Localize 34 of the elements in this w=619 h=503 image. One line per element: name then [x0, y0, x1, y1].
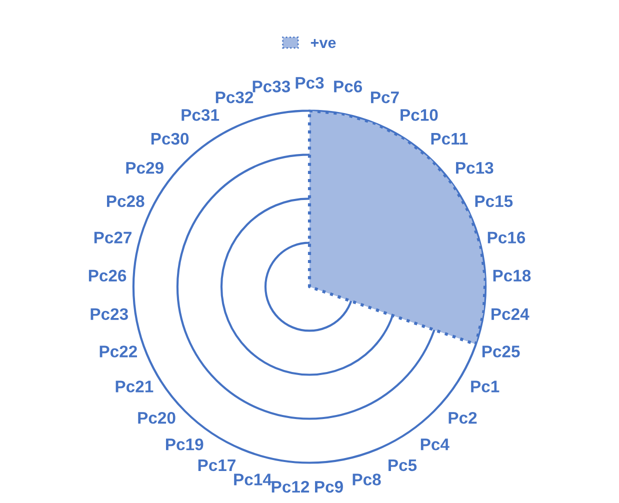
spoke-label: Pc21: [116, 380, 154, 392]
spoke-label: Pc32: [216, 91, 254, 104]
spoke-label: Pc26: [88, 270, 126, 282]
spoke-label: Pc23: [90, 308, 128, 320]
spoke-label: Pc18: [493, 270, 531, 282]
spoke-label: Pc3: [296, 76, 324, 89]
legend-label: +ve: [310, 39, 336, 48]
spoke-label: Pc10: [400, 109, 438, 121]
spoke-label: Pc4: [420, 438, 450, 450]
spoke-label: Pc13: [456, 162, 494, 174]
spoke-label: Pc6: [334, 80, 362, 92]
spoke-label: Pc28: [107, 195, 144, 208]
spoke-label: Pc25: [482, 346, 520, 358]
spoke-label: Pc12: [272, 480, 310, 493]
spoke-label: Pc30: [151, 132, 189, 145]
spoke-label: Pc14: [234, 474, 272, 486]
spoke-label: Pc24: [492, 308, 530, 320]
spoke-label: Pc27: [94, 232, 132, 244]
spoke-label: Pc7: [371, 92, 399, 104]
spoke-label: Pc33: [252, 80, 290, 92]
spoke-label: Pc17: [198, 459, 236, 472]
spoke-label: Pc20: [138, 412, 176, 424]
spoke-label: Pc29: [126, 162, 164, 174]
spoke-label: Pc15: [475, 195, 513, 208]
spoke-label: Pc5: [388, 459, 417, 472]
spoke-label: Pc2: [448, 412, 477, 424]
spoke-label: Pc9: [315, 480, 343, 493]
spoke-label: Pc16: [488, 232, 526, 244]
spoke-label: Pc19: [166, 438, 204, 450]
spoke-label: Pc1: [471, 380, 500, 392]
spoke-label: Pc11: [431, 133, 468, 145]
spoke-label: Pc22: [100, 346, 137, 358]
spoke-label: Pc8: [352, 474, 381, 486]
spoke-label: Pc31: [182, 109, 220, 121]
